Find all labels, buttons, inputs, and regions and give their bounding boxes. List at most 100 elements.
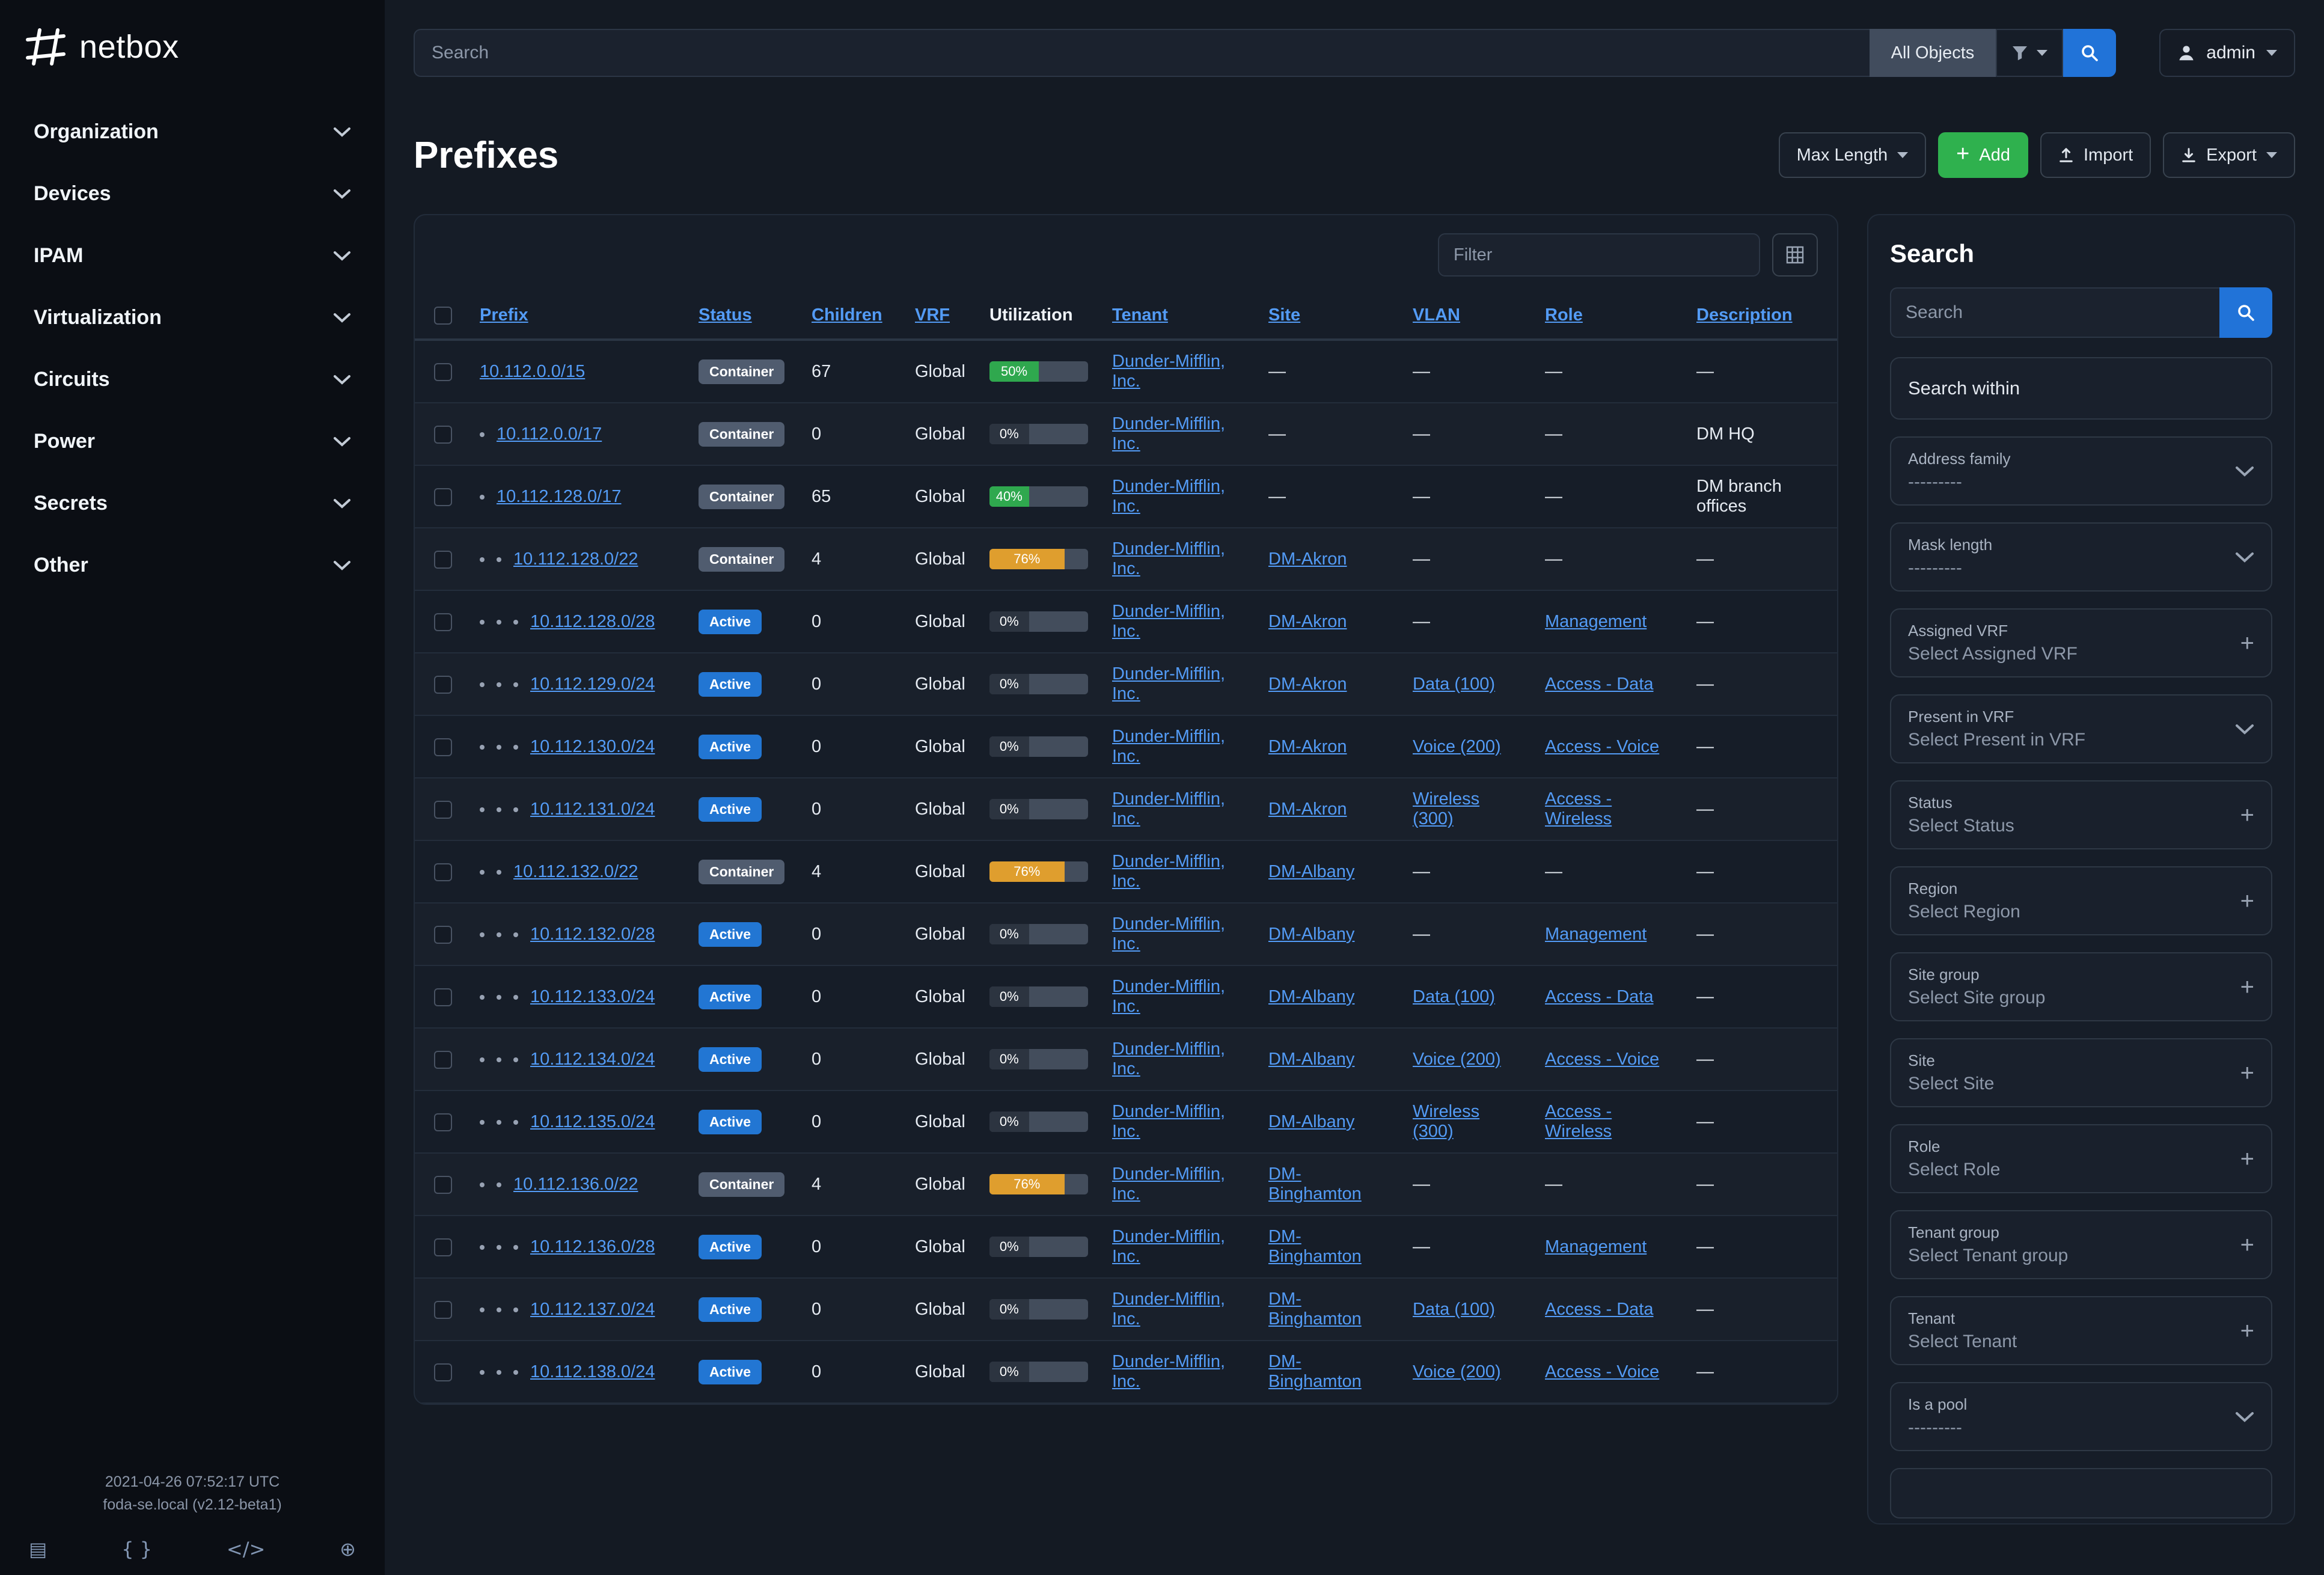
site-link[interactable]: DM-Albany (1268, 1112, 1355, 1131)
global-search-input[interactable] (414, 29, 1870, 77)
tenant-link[interactable]: Dunder-Mifflin, Inc. (1112, 977, 1226, 1016)
tenant-link[interactable]: Dunder-Mifflin, Inc. (1112, 1227, 1226, 1266)
globe-icon[interactable]: ⊕ (340, 1538, 356, 1561)
prefix-link[interactable]: 10.112.136.0/22 (513, 1174, 638, 1194)
prefix-link[interactable]: 10.112.132.0/22 (513, 861, 638, 881)
prefix-link[interactable]: 10.112.135.0/24 (530, 1112, 655, 1131)
column-header-vlan[interactable]: VLAN (1413, 305, 1460, 325)
site-link[interactable]: DM-Akron (1268, 674, 1347, 694)
vlan-link[interactable]: Wireless (300) (1413, 789, 1480, 828)
sidebar-item-virtualization[interactable]: Virtualization (22, 287, 363, 349)
vlan-link[interactable]: Voice (200) (1413, 1362, 1501, 1381)
site-link[interactable]: DM-Akron (1268, 611, 1347, 631)
tenant-link[interactable]: Dunder-Mifflin, Inc. (1112, 414, 1226, 453)
column-header-children[interactable]: Children (812, 305, 882, 325)
netbox-logo[interactable]: netbox (22, 26, 363, 67)
table-config-button[interactable] (1772, 233, 1818, 277)
row-checkbox[interactable] (434, 488, 452, 506)
prefix-link[interactable]: 10.112.130.0/24 (530, 736, 655, 756)
braces-icon[interactable]: { } (121, 1538, 152, 1561)
tenant-link[interactable]: Dunder-Mifflin, Inc. (1112, 477, 1226, 516)
prefix-link[interactable]: 10.112.134.0/24 (530, 1049, 655, 1069)
filter-site[interactable]: Site Select Site + (1890, 1038, 2272, 1107)
add-button[interactable]: + Add (1938, 132, 2028, 178)
row-checkbox[interactable] (434, 613, 452, 631)
user-menu-button[interactable]: admin (2159, 29, 2295, 77)
row-checkbox[interactable] (434, 1113, 452, 1131)
site-link[interactable]: DM-Akron (1268, 736, 1347, 756)
row-checkbox[interactable] (434, 738, 452, 756)
book-icon[interactable]: ▤ (29, 1538, 47, 1561)
row-checkbox[interactable] (434, 425, 452, 444)
filter-is-a-pool[interactable]: Is a pool --------- (1890, 1382, 2272, 1451)
panel-search-button[interactable] (2219, 287, 2272, 338)
filter-present-in-vrf[interactable]: Present in VRF Select Present in VRF (1890, 694, 2272, 763)
prefix-link[interactable]: 10.112.0.0/15 (480, 361, 586, 381)
code-icon[interactable]: </> (226, 1538, 266, 1561)
row-checkbox[interactable] (434, 800, 452, 819)
sidebar-item-organization[interactable]: Organization (22, 101, 363, 163)
site-link[interactable]: DM-Albany (1268, 924, 1355, 944)
row-checkbox[interactable] (434, 925, 452, 944)
tenant-link[interactable]: Dunder-Mifflin, Inc. (1112, 727, 1226, 766)
prefix-link[interactable]: 10.112.132.0/28 (530, 924, 655, 944)
site-link[interactable]: DM-Albany (1268, 986, 1355, 1006)
search-filter-dropdown[interactable] (1996, 29, 2064, 77)
sidebar-item-power[interactable]: Power (22, 411, 363, 472)
tenant-link[interactable]: Dunder-Mifflin, Inc. (1112, 539, 1226, 578)
filter-region[interactable]: Region Select Region + (1890, 866, 2272, 935)
tenant-link[interactable]: Dunder-Mifflin, Inc. (1112, 852, 1226, 891)
filter-tenant-group[interactable]: Tenant group Select Tenant group + (1890, 1210, 2272, 1279)
filter-status[interactable]: Status Select Status + (1890, 780, 2272, 849)
table-filter-input[interactable] (1438, 233, 1760, 277)
site-link[interactable]: DM-Binghamton (1268, 1227, 1362, 1266)
filter-mask-length[interactable]: Mask length --------- (1890, 522, 2272, 592)
column-header-status[interactable]: Status (699, 305, 752, 325)
vlan-link[interactable]: Voice (200) (1413, 736, 1501, 756)
tenant-link[interactable]: Dunder-Mifflin, Inc. (1112, 1289, 1226, 1329)
vlan-link[interactable]: Data (100) (1413, 986, 1496, 1006)
tenant-link[interactable]: Dunder-Mifflin, Inc. (1112, 1352, 1226, 1391)
search-scope-button[interactable]: All Objects (1869, 29, 1996, 77)
search-within-option[interactable]: Search within (1890, 357, 2272, 420)
filter-role[interactable]: Role Select Role + (1890, 1124, 2272, 1193)
prefix-link[interactable]: 10.112.0.0/17 (497, 424, 602, 444)
tenant-link[interactable]: Dunder-Mifflin, Inc. (1112, 602, 1226, 641)
tenant-link[interactable]: Dunder-Mifflin, Inc. (1112, 1102, 1226, 1141)
tenant-link[interactable]: Dunder-Mifflin, Inc. (1112, 914, 1226, 953)
export-button[interactable]: Export (2163, 132, 2295, 178)
tenant-link[interactable]: Dunder-Mifflin, Inc. (1112, 352, 1226, 391)
panel-search-input[interactable] (1890, 287, 2219, 338)
select-all-checkbox[interactable] (434, 307, 452, 325)
vlan-link[interactable]: Wireless (300) (1413, 1102, 1480, 1141)
role-link[interactable]: Access - Voice (1545, 1362, 1660, 1381)
row-checkbox[interactable] (434, 550, 452, 569)
role-link[interactable]: Management (1545, 611, 1647, 631)
prefix-link[interactable]: 10.112.137.0/24 (530, 1299, 655, 1319)
role-link[interactable]: Access - Data (1545, 986, 1654, 1006)
row-checkbox[interactable] (434, 1363, 452, 1381)
role-link[interactable]: Management (1545, 924, 1647, 944)
column-header-role[interactable]: Role (1545, 305, 1583, 325)
filter-assigned-vrf[interactable]: Assigned VRF Select Assigned VRF + (1890, 608, 2272, 677)
prefix-link[interactable]: 10.112.133.0/24 (530, 986, 655, 1006)
row-checkbox[interactable] (434, 988, 452, 1006)
prefix-link[interactable]: 10.112.138.0/24 (530, 1362, 655, 1381)
role-link[interactable]: Access - Wireless (1545, 789, 1612, 828)
site-link[interactable]: DM-Akron (1268, 549, 1347, 569)
prefix-link[interactable]: 10.112.131.0/24 (530, 799, 655, 819)
tenant-link[interactable]: Dunder-Mifflin, Inc. (1112, 664, 1226, 703)
filter-site-group[interactable]: Site group Select Site group + (1890, 952, 2272, 1021)
row-checkbox[interactable] (434, 1300, 452, 1319)
tenant-link[interactable]: Dunder-Mifflin, Inc. (1112, 789, 1226, 828)
vlan-link[interactable]: Voice (200) (1413, 1049, 1501, 1069)
max-length-button[interactable]: Max Length (1778, 132, 1927, 178)
prefix-link[interactable]: 10.112.128.0/17 (497, 486, 622, 506)
sidebar-item-circuits[interactable]: Circuits (22, 349, 363, 411)
import-button[interactable]: Import (2040, 132, 2151, 178)
site-link[interactable]: DM-Binghamton (1268, 1352, 1362, 1391)
prefix-link[interactable]: 10.112.129.0/24 (530, 674, 655, 694)
row-checkbox[interactable] (434, 1175, 452, 1194)
row-checkbox[interactable] (434, 1050, 452, 1069)
row-checkbox[interactable] (434, 863, 452, 881)
